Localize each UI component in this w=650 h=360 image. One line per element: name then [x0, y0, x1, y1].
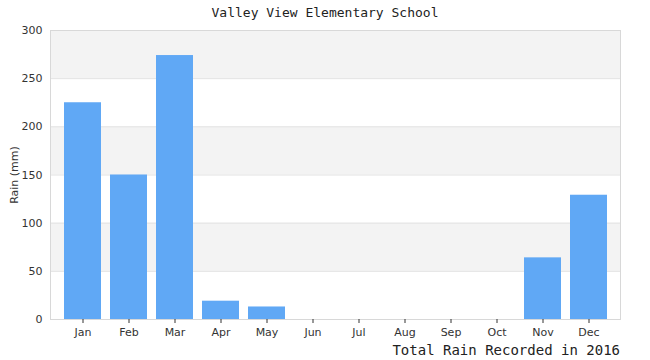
- svg-text:Oct: Oct: [487, 326, 507, 339]
- html-text:Valley View Elementary School: Valley View Elementary School: [211, 5, 439, 20]
- svg-text:Jul: Jul: [351, 326, 365, 339]
- svg-text:Feb: Feb: [119, 326, 138, 339]
- svg-text:200: 200: [22, 120, 43, 133]
- svg-text:0: 0: [36, 313, 43, 326]
- svg-text:100: 100: [22, 217, 43, 230]
- svg-text:250: 250: [22, 72, 43, 85]
- svg-text:Jun: Jun: [303, 326, 321, 339]
- svg-text:Apr: Apr: [211, 326, 231, 339]
- svg-text:Aug: Aug: [394, 326, 415, 339]
- svg-text:Nov: Nov: [532, 326, 554, 339]
- svg-text:300: 300: [22, 24, 43, 37]
- svg-text:Dec: Dec: [578, 326, 599, 339]
- svg-text:50: 50: [29, 265, 43, 278]
- svg-text:Sep: Sep: [441, 326, 462, 339]
- svg-text:150: 150: [22, 169, 43, 182]
- svg-text:Jan: Jan: [74, 326, 92, 339]
- html-text:Total Rain Recorded in 2016: Total Rain Recorded in 2016: [392, 342, 620, 358]
- svg-text:Rain (mm): Rain (mm): [8, 146, 21, 204]
- svg-text:Mar: Mar: [165, 326, 186, 339]
- svg-text:May: May: [256, 326, 279, 339]
